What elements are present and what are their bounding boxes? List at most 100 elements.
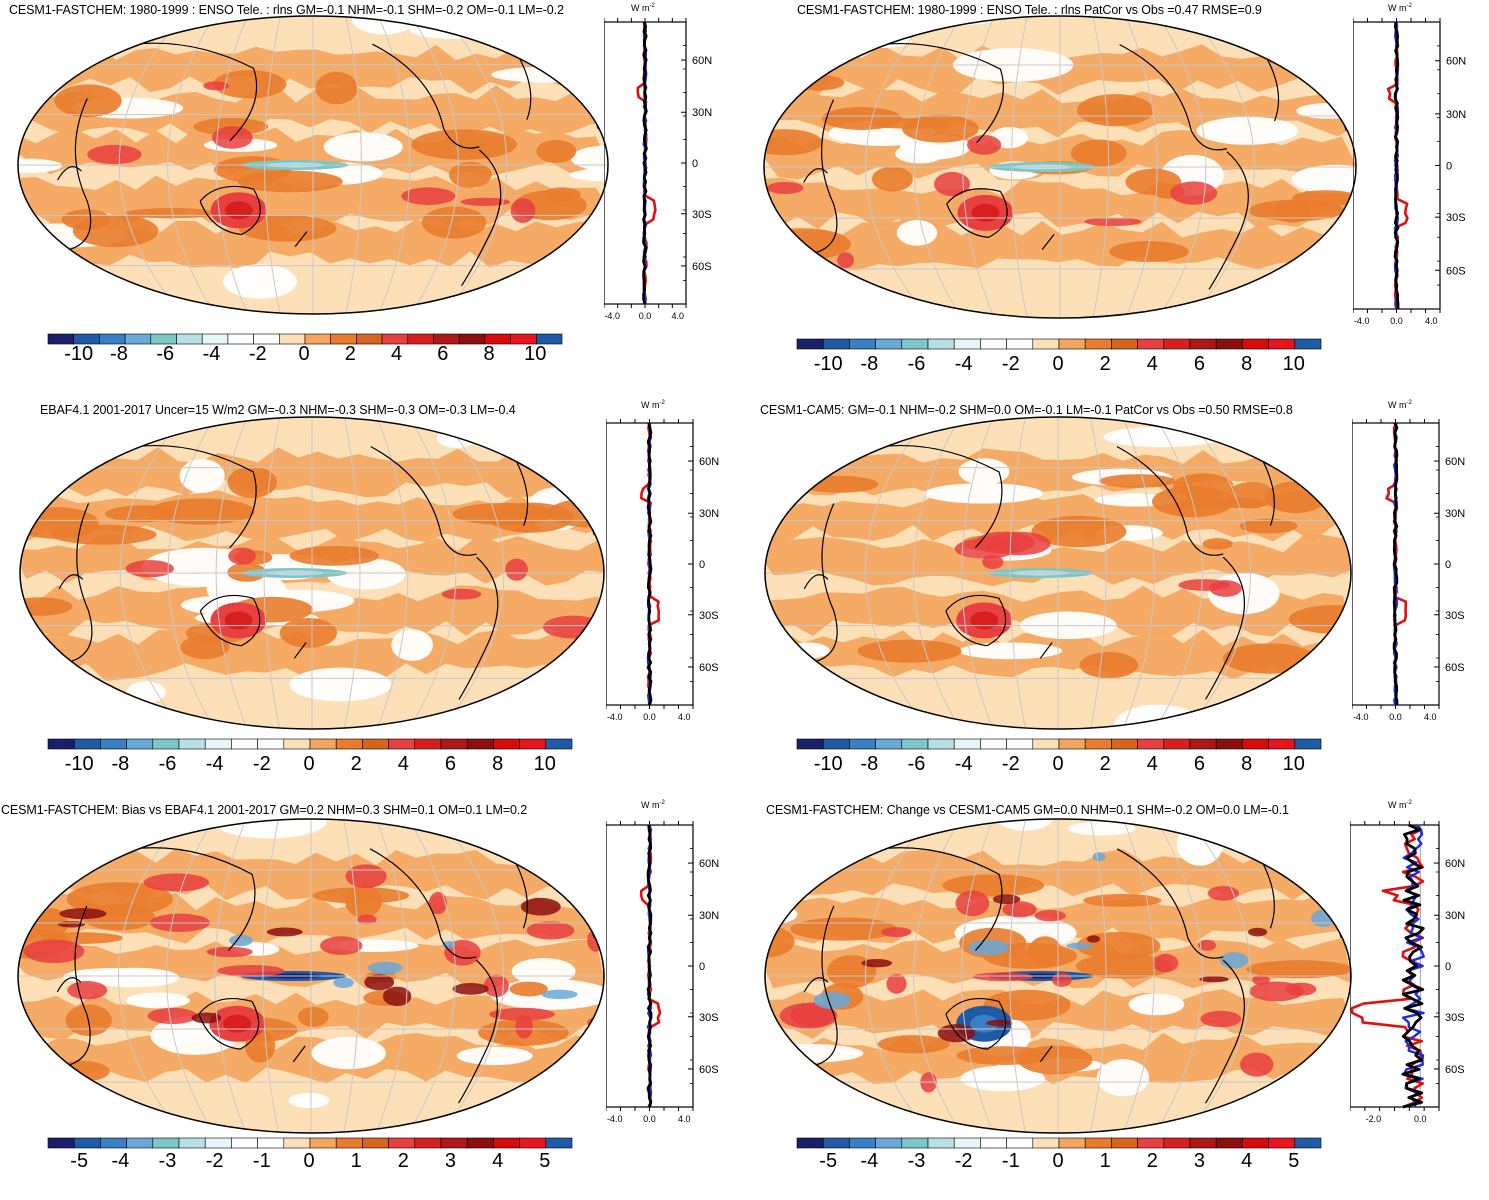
colorbar-swatch (1111, 1137, 1138, 1149)
field-patch-white (1096, 1059, 1150, 1097)
profile-xtick-label: -4.0 (1353, 712, 1369, 722)
colorbar-swatch (1189, 338, 1217, 350)
field-patch-red (357, 914, 377, 925)
colorbar-swatch (849, 338, 876, 350)
field-patch-white (812, 417, 878, 456)
field-patch-orange (1031, 515, 1127, 548)
field-australia-core (224, 201, 253, 220)
profile-ytick-label: 60N (699, 456, 719, 468)
colorbar-swatch (440, 1137, 468, 1149)
field-patch-orange (289, 545, 379, 566)
profile-ytick-label: 30N (699, 910, 719, 922)
colorbar-swatch (1268, 338, 1296, 350)
field-patch-orange (421, 206, 487, 239)
field-patch-orange (871, 166, 913, 192)
field-patch-orange (536, 139, 577, 163)
colorbar (47, 738, 573, 750)
colorbar-swatch (1006, 1137, 1034, 1149)
field-patch-orange (452, 502, 555, 525)
profile-ytick-label: 30S (692, 209, 712, 221)
field-patch-white (1128, 993, 1185, 1016)
profile-curve-black (642, 21, 648, 305)
colorbar-swatch (1111, 338, 1138, 350)
field-patch-white (521, 16, 608, 37)
colorbar-label: -4 (202, 343, 221, 365)
field-patch-orange (50, 524, 157, 545)
profile-units: W m-2 (1388, 400, 1412, 410)
colorbar-labels: -10 -8 -6 -4 -2 0 2 4 6 8 10 (796, 353, 1320, 377)
field-patch-white (511, 958, 576, 985)
colorbar-swatch (796, 338, 824, 350)
field-patch-orange (790, 74, 845, 91)
field-patch-white (223, 264, 298, 299)
profile-ytick-label: 60N (692, 55, 712, 67)
colorbar-label: 2 (350, 753, 362, 775)
profile-xtick-label: 4.0 (678, 712, 691, 722)
field-patch-red (1240, 1052, 1274, 1077)
field-patch-orange (765, 925, 795, 958)
profile-units-exponent: -2 (659, 400, 665, 406)
field-patch-white (126, 681, 166, 704)
field-patch-red (23, 939, 85, 964)
panel-p4: CESM1-CAM5: GM=-0.1 NHM=-0.2 SHM=0.0 OM=… (748, 400, 1489, 800)
profile-ytick-label: 30S (699, 610, 719, 622)
field-patch-red (1152, 953, 1179, 973)
profile-ytick-label: 60S (699, 662, 719, 674)
profile-units-exponent: -2 (649, 3, 655, 9)
zonal-profile: 60N 30N 0 30S 60S -4.0 0.0 4.0 (606, 821, 719, 1124)
colorbar-label: 4 (397, 753, 409, 775)
field-patch-white (288, 1092, 330, 1109)
field-patch-orange (54, 84, 122, 118)
field-patch-red (428, 891, 447, 915)
profile-ytick-label: 0 (1445, 559, 1451, 571)
colorbar-swatch (1058, 738, 1086, 750)
field-patch-darkred (382, 986, 412, 1007)
field-patch-red (67, 981, 108, 1000)
panel-title: CESM1-FASTCHEM: Bias vs EBAF4.1 2001-201… (1, 803, 528, 817)
profile-curve-black (646, 422, 653, 706)
field-patch-white (923, 483, 1043, 504)
colorbar-label: 1 (350, 1150, 362, 1172)
colorbar-swatch (875, 1137, 903, 1149)
field-patch-red (505, 558, 528, 581)
panel-title: EBAF4.1 2001-2017 Uncer=15 W/m2 GM=-0.3 … (40, 403, 516, 417)
colorbar-swatch (822, 338, 850, 350)
colorbar-label: 0 (1052, 753, 1064, 775)
colorbar-swatch (414, 738, 442, 750)
colorbar-swatch (126, 1137, 154, 1149)
profile-units-exponent: -2 (1406, 800, 1412, 806)
colorbar-swatch (257, 738, 285, 750)
colorbar-label: -10 (813, 753, 843, 775)
colorbar-swatch (980, 338, 1007, 350)
profile-ytick-label: 60S (1446, 265, 1466, 277)
field-patch-orange (61, 209, 111, 230)
field-patch-orange (1099, 474, 1176, 488)
colorbar-label: 10 (533, 753, 556, 775)
map-outline (19, 416, 605, 730)
colorbar-swatch (388, 1137, 416, 1149)
colorbar-label: -4 (205, 753, 224, 775)
field-patch-white (765, 1074, 799, 1088)
field-patch-white (813, 1109, 853, 1133)
field-patch-red (217, 964, 285, 977)
colorbar-swatch (927, 738, 955, 750)
field-patch-red (1207, 885, 1239, 901)
colorbar-swatch (953, 338, 981, 350)
colorbar-swatch (849, 1137, 876, 1149)
profile-ytick-label: 60N (1446, 56, 1466, 68)
colorbar-swatch (927, 338, 955, 350)
colorbar-label: 10 (1282, 353, 1305, 375)
field-patch-white (1291, 164, 1356, 194)
colorbar-label: 6 (444, 753, 457, 775)
field-patch-red (1051, 972, 1072, 987)
colorbar-label: -6 (158, 753, 177, 775)
colorbar-label: -2 (252, 753, 271, 775)
profile-xtick-label: -4.0 (607, 712, 623, 722)
field-patch-orange (1248, 199, 1345, 222)
colorbar-swatch (1137, 738, 1165, 750)
profile-ytick-label: 30N (1446, 109, 1466, 121)
field-patch-red (206, 946, 253, 958)
colorbar-label: 0 (1052, 353, 1064, 375)
profile-ytick-label: 0 (699, 961, 705, 973)
profile-ytick-label: 0 (699, 559, 705, 571)
